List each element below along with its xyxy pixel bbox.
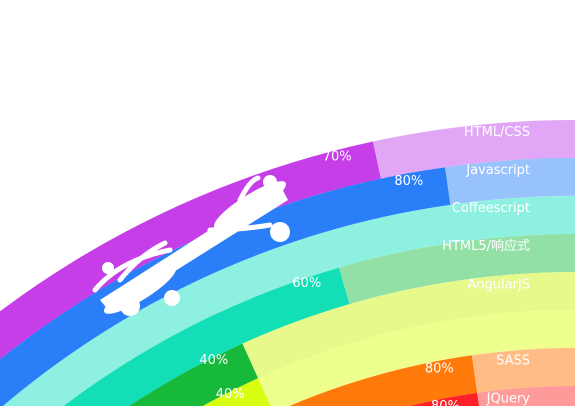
percent-label: 40% <box>216 387 245 402</box>
band-sass-remainder <box>471 348 575 393</box>
skill-label: Javascript <box>465 163 530 178</box>
airplane-icon <box>92 175 290 316</box>
skill-label: JQuery <box>486 391 531 406</box>
percent-label: 80% <box>431 399 460 406</box>
percent-label: 60% <box>292 276 321 291</box>
skill-label: Coffeescript <box>452 201 530 216</box>
band-angularjs-remainder <box>242 272 575 379</box>
percent-label: 70% <box>323 149 352 164</box>
band-html5--progress <box>63 267 350 406</box>
skill-label: SASS <box>496 353 530 368</box>
band-javascript-remainder <box>445 158 575 205</box>
band-jquery-remainder <box>477 386 575 406</box>
band-row-5-remainder <box>258 310 575 406</box>
band-javascript-progress <box>0 167 451 406</box>
band-jquery-progress <box>409 392 480 406</box>
band-row-5-progress <box>202 378 271 406</box>
percent-label: 40% <box>199 353 228 368</box>
skill-label: AngularJS <box>467 277 530 292</box>
band-sass-progress <box>289 355 478 406</box>
skill-label: HTML/CSS <box>464 125 530 140</box>
skill-label: HTML5/响应式 <box>442 238 530 254</box>
percent-label: 80% <box>425 361 454 376</box>
band-coffeescript-progress <box>3 196 575 406</box>
band-html5--remainder <box>338 234 575 305</box>
band-angularjs-progress <box>129 343 259 406</box>
band-html-css-remainder <box>372 120 575 179</box>
percent-label: 80% <box>394 174 423 189</box>
